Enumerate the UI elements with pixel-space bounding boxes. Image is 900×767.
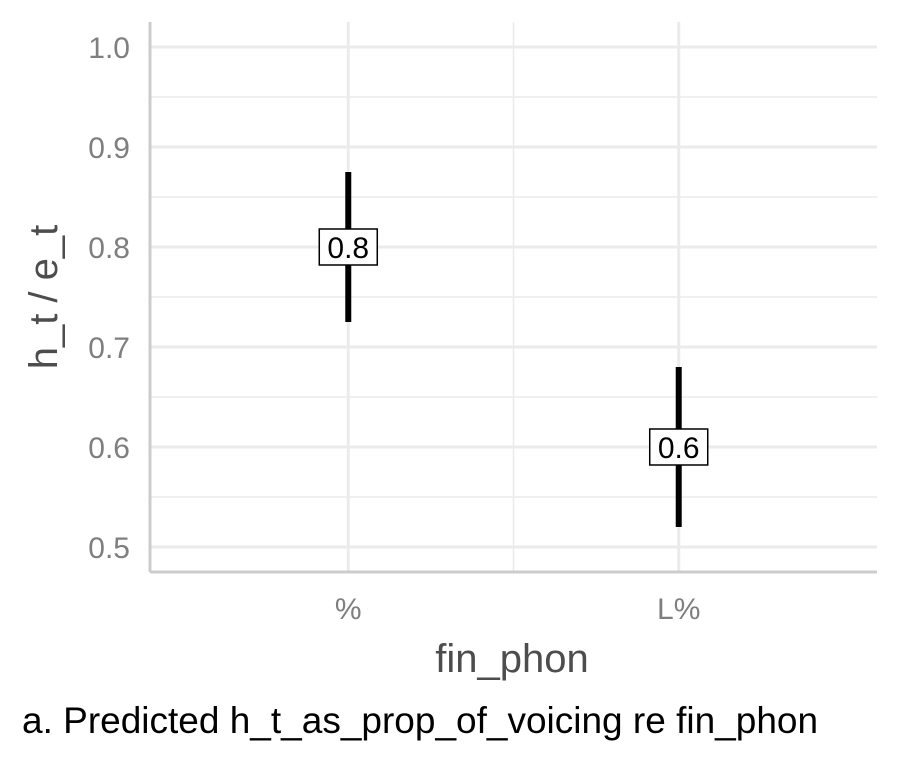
y-tick-label: 0.5 [88,532,130,565]
data-label-box [648,428,709,466]
y-tick-label: 0.8 [88,232,130,265]
data-label-box [318,228,379,266]
axes [148,22,877,574]
y-tick-labels: 0.5 0.6 0.7 0.8 0.9 1.0 [88,32,130,565]
y-tick-label: 0.9 [88,132,130,165]
data-label: 0.6 [658,432,700,465]
y-tick-label: 0.7 [88,332,130,365]
y-tick-label: 0.6 [88,432,130,465]
x-tick-labels: % L% [335,593,700,626]
y-axis-title: h_t / e_t [22,225,66,370]
y-tick-label: 1.0 [88,32,130,65]
figure-caption: a. Predicted h_t_as_prop_of_voicing re f… [22,700,819,741]
x-axis-title: fin_phon [435,637,588,681]
chart: 0.5 0.6 0.7 0.8 0.9 1.0 % L% 0.8 0.6 fin_phon h… [22,22,877,681]
x-tick-label: L% [657,593,700,626]
error-bars: 0.8 0.6 [318,172,709,527]
minor-gridlines [150,22,877,572]
data-label: 0.8 [327,232,369,265]
x-tick-label: % [335,593,362,626]
